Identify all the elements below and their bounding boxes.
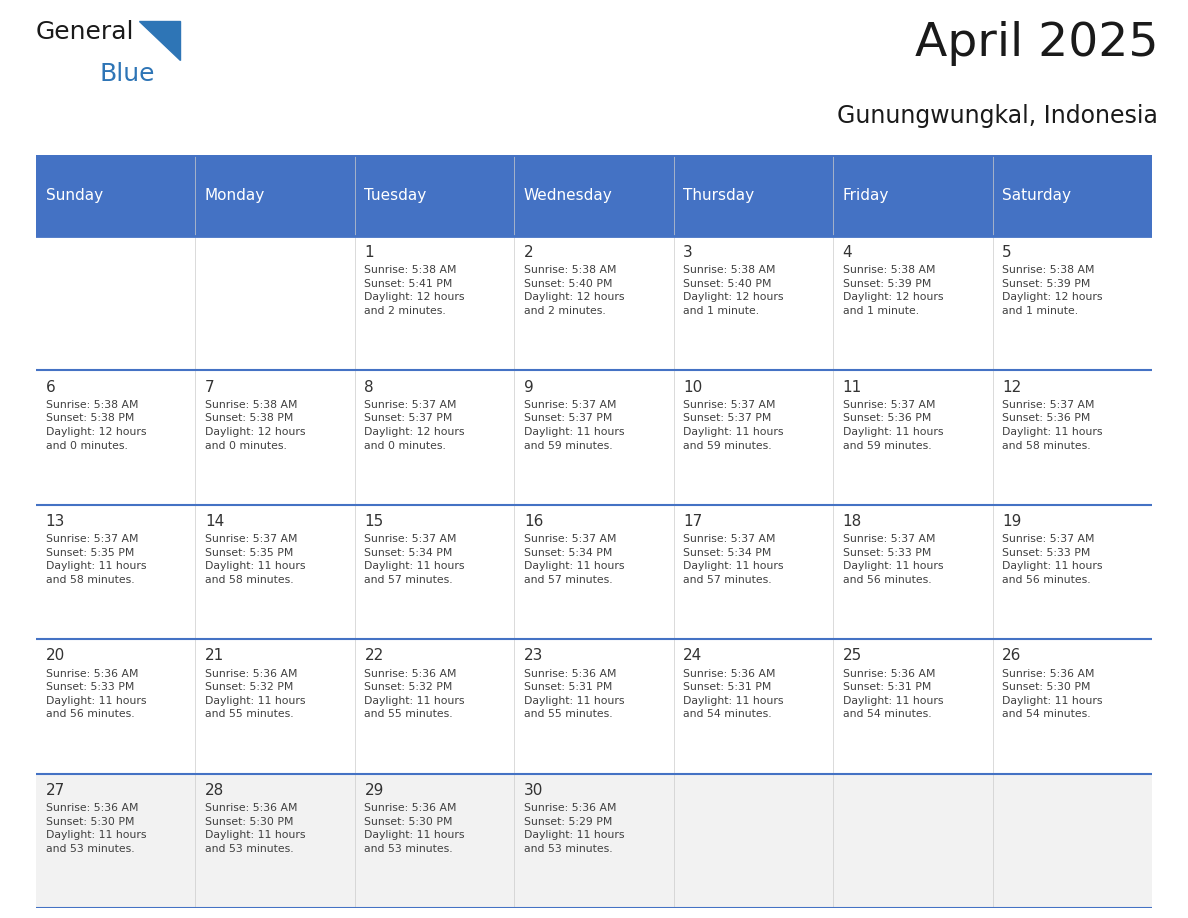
Text: 27: 27 — [45, 783, 65, 798]
Text: Sunrise: 5:36 AM
Sunset: 5:30 PM
Daylight: 11 hours
and 53 minutes.: Sunrise: 5:36 AM Sunset: 5:30 PM Dayligh… — [206, 803, 305, 854]
Bar — [992, 155, 1152, 236]
Bar — [514, 155, 674, 236]
Text: 23: 23 — [524, 648, 543, 664]
Text: 13: 13 — [45, 514, 65, 529]
Text: 20: 20 — [45, 648, 65, 664]
Text: Sunrise: 5:36 AM
Sunset: 5:30 PM
Daylight: 11 hours
and 53 minutes.: Sunrise: 5:36 AM Sunset: 5:30 PM Dayligh… — [45, 803, 146, 854]
Text: 19: 19 — [1003, 514, 1022, 529]
Text: 2: 2 — [524, 245, 533, 260]
Bar — [36, 505, 1152, 639]
Text: Tuesday: Tuesday — [365, 188, 426, 203]
Text: 21: 21 — [206, 648, 225, 664]
Text: 10: 10 — [683, 379, 702, 395]
Text: Sunrise: 5:37 AM
Sunset: 5:34 PM
Daylight: 11 hours
and 57 minutes.: Sunrise: 5:37 AM Sunset: 5:34 PM Dayligh… — [524, 534, 625, 585]
Text: Sunrise: 5:38 AM
Sunset: 5:41 PM
Daylight: 12 hours
and 2 minutes.: Sunrise: 5:38 AM Sunset: 5:41 PM Dayligh… — [365, 265, 465, 316]
Polygon shape — [139, 21, 181, 60]
Bar — [196, 155, 355, 236]
Text: Sunrise: 5:36 AM
Sunset: 5:30 PM
Daylight: 11 hours
and 53 minutes.: Sunrise: 5:36 AM Sunset: 5:30 PM Dayligh… — [365, 803, 465, 854]
Text: 24: 24 — [683, 648, 702, 664]
Text: Sunrise: 5:37 AM
Sunset: 5:37 PM
Daylight: 11 hours
and 59 minutes.: Sunrise: 5:37 AM Sunset: 5:37 PM Dayligh… — [683, 399, 784, 451]
Text: 11: 11 — [842, 379, 862, 395]
Text: 7: 7 — [206, 379, 215, 395]
Text: 17: 17 — [683, 514, 702, 529]
Bar — [36, 774, 1152, 908]
Text: Sunrise: 5:38 AM
Sunset: 5:38 PM
Daylight: 12 hours
and 0 minutes.: Sunrise: 5:38 AM Sunset: 5:38 PM Dayligh… — [45, 399, 146, 451]
Text: 5: 5 — [1003, 245, 1012, 260]
Text: 15: 15 — [365, 514, 384, 529]
Text: Sunrise: 5:37 AM
Sunset: 5:37 PM
Daylight: 12 hours
and 0 minutes.: Sunrise: 5:37 AM Sunset: 5:37 PM Dayligh… — [365, 399, 465, 451]
Text: Sunrise: 5:38 AM
Sunset: 5:40 PM
Daylight: 12 hours
and 2 minutes.: Sunrise: 5:38 AM Sunset: 5:40 PM Dayligh… — [524, 265, 625, 316]
Text: Sunrise: 5:38 AM
Sunset: 5:40 PM
Daylight: 12 hours
and 1 minute.: Sunrise: 5:38 AM Sunset: 5:40 PM Dayligh… — [683, 265, 784, 316]
Text: 29: 29 — [365, 783, 384, 798]
Text: 1: 1 — [365, 245, 374, 260]
Text: Sunrise: 5:36 AM
Sunset: 5:33 PM
Daylight: 11 hours
and 56 minutes.: Sunrise: 5:36 AM Sunset: 5:33 PM Dayligh… — [45, 668, 146, 720]
Text: 12: 12 — [1003, 379, 1022, 395]
Bar — [36, 370, 1152, 505]
Bar — [36, 155, 196, 236]
Text: Sunrise: 5:37 AM
Sunset: 5:37 PM
Daylight: 11 hours
and 59 minutes.: Sunrise: 5:37 AM Sunset: 5:37 PM Dayligh… — [524, 399, 625, 451]
Text: Sunrise: 5:36 AM
Sunset: 5:32 PM
Daylight: 11 hours
and 55 minutes.: Sunrise: 5:36 AM Sunset: 5:32 PM Dayligh… — [206, 668, 305, 720]
Text: General: General — [36, 20, 134, 44]
Text: April 2025: April 2025 — [915, 21, 1158, 66]
Text: Sunrise: 5:37 AM
Sunset: 5:35 PM
Daylight: 11 hours
and 58 minutes.: Sunrise: 5:37 AM Sunset: 5:35 PM Dayligh… — [206, 534, 305, 585]
Text: 6: 6 — [45, 379, 56, 395]
Text: Thursday: Thursday — [683, 188, 754, 203]
Text: Sunday: Sunday — [45, 188, 102, 203]
Text: Gunungwungkal, Indonesia: Gunungwungkal, Indonesia — [838, 105, 1158, 129]
Text: Sunrise: 5:37 AM
Sunset: 5:34 PM
Daylight: 11 hours
and 57 minutes.: Sunrise: 5:37 AM Sunset: 5:34 PM Dayligh… — [683, 534, 784, 585]
Text: Wednesday: Wednesday — [524, 188, 613, 203]
Text: 16: 16 — [524, 514, 543, 529]
Text: 22: 22 — [365, 648, 384, 664]
Text: Sunrise: 5:37 AM
Sunset: 5:33 PM
Daylight: 11 hours
and 56 minutes.: Sunrise: 5:37 AM Sunset: 5:33 PM Dayligh… — [842, 534, 943, 585]
Bar — [355, 155, 514, 236]
Text: 9: 9 — [524, 379, 533, 395]
Bar — [833, 155, 992, 236]
Text: Blue: Blue — [100, 62, 156, 85]
Text: Sunrise: 5:36 AM
Sunset: 5:31 PM
Daylight: 11 hours
and 54 minutes.: Sunrise: 5:36 AM Sunset: 5:31 PM Dayligh… — [683, 668, 784, 720]
Text: Sunrise: 5:37 AM
Sunset: 5:33 PM
Daylight: 11 hours
and 56 minutes.: Sunrise: 5:37 AM Sunset: 5:33 PM Dayligh… — [1003, 534, 1102, 585]
Text: 3: 3 — [683, 245, 693, 260]
Text: 30: 30 — [524, 783, 543, 798]
Text: 8: 8 — [365, 379, 374, 395]
Text: 14: 14 — [206, 514, 225, 529]
Text: Sunrise: 5:36 AM
Sunset: 5:30 PM
Daylight: 11 hours
and 54 minutes.: Sunrise: 5:36 AM Sunset: 5:30 PM Dayligh… — [1003, 668, 1102, 720]
Text: Sunrise: 5:37 AM
Sunset: 5:34 PM
Daylight: 11 hours
and 57 minutes.: Sunrise: 5:37 AM Sunset: 5:34 PM Dayligh… — [365, 534, 465, 585]
Text: Monday: Monday — [206, 188, 265, 203]
Text: 18: 18 — [842, 514, 862, 529]
Text: Sunrise: 5:38 AM
Sunset: 5:39 PM
Daylight: 12 hours
and 1 minute.: Sunrise: 5:38 AM Sunset: 5:39 PM Dayligh… — [842, 265, 943, 316]
Text: 28: 28 — [206, 783, 225, 798]
Bar — [674, 155, 833, 236]
Text: 26: 26 — [1003, 648, 1022, 664]
Text: Sunrise: 5:37 AM
Sunset: 5:35 PM
Daylight: 11 hours
and 58 minutes.: Sunrise: 5:37 AM Sunset: 5:35 PM Dayligh… — [45, 534, 146, 585]
Bar — [36, 639, 1152, 774]
Text: Sunrise: 5:38 AM
Sunset: 5:39 PM
Daylight: 12 hours
and 1 minute.: Sunrise: 5:38 AM Sunset: 5:39 PM Dayligh… — [1003, 265, 1102, 316]
Text: Sunrise: 5:36 AM
Sunset: 5:31 PM
Daylight: 11 hours
and 54 minutes.: Sunrise: 5:36 AM Sunset: 5:31 PM Dayligh… — [842, 668, 943, 720]
Text: Sunrise: 5:38 AM
Sunset: 5:38 PM
Daylight: 12 hours
and 0 minutes.: Sunrise: 5:38 AM Sunset: 5:38 PM Dayligh… — [206, 399, 305, 451]
Text: Saturday: Saturday — [1003, 188, 1072, 203]
Text: Sunrise: 5:36 AM
Sunset: 5:29 PM
Daylight: 11 hours
and 53 minutes.: Sunrise: 5:36 AM Sunset: 5:29 PM Dayligh… — [524, 803, 625, 854]
Text: Sunrise: 5:37 AM
Sunset: 5:36 PM
Daylight: 11 hours
and 59 minutes.: Sunrise: 5:37 AM Sunset: 5:36 PM Dayligh… — [842, 399, 943, 451]
Text: 4: 4 — [842, 245, 852, 260]
Text: 25: 25 — [842, 648, 862, 664]
Text: Sunrise: 5:37 AM
Sunset: 5:36 PM
Daylight: 11 hours
and 58 minutes.: Sunrise: 5:37 AM Sunset: 5:36 PM Dayligh… — [1003, 399, 1102, 451]
Text: Sunrise: 5:36 AM
Sunset: 5:31 PM
Daylight: 11 hours
and 55 minutes.: Sunrise: 5:36 AM Sunset: 5:31 PM Dayligh… — [524, 668, 625, 720]
Bar — [36, 236, 1152, 370]
Text: Friday: Friday — [842, 188, 889, 203]
Text: Sunrise: 5:36 AM
Sunset: 5:32 PM
Daylight: 11 hours
and 55 minutes.: Sunrise: 5:36 AM Sunset: 5:32 PM Dayligh… — [365, 668, 465, 720]
